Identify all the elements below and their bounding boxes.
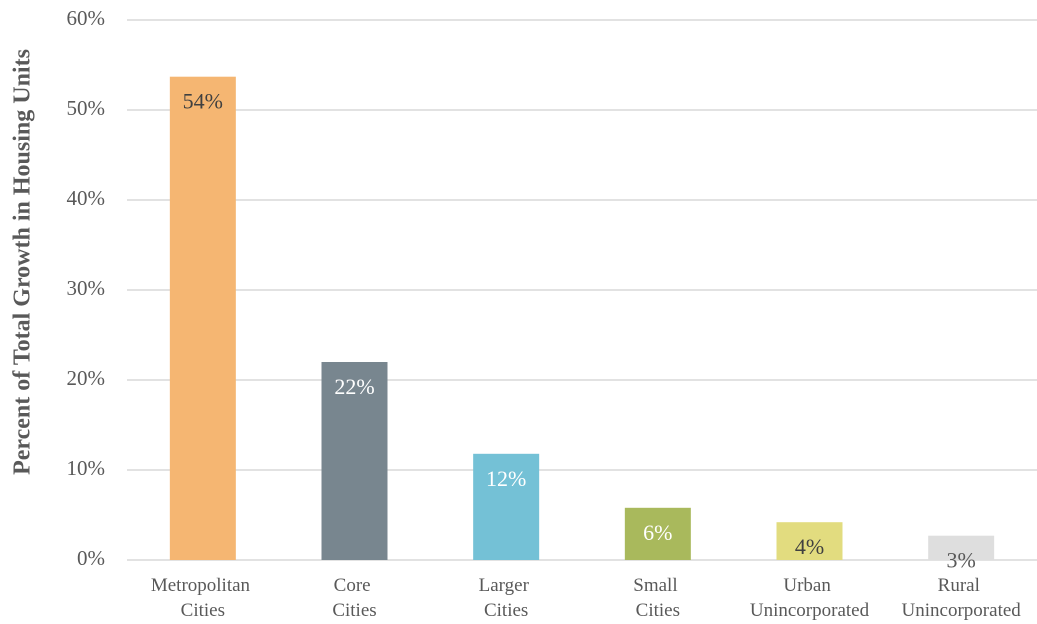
value-label: 54%: [183, 89, 223, 114]
value-label: 22%: [334, 374, 374, 399]
x-tick-label: Small Cities: [633, 575, 682, 621]
y-tick-label: 50%: [67, 96, 106, 120]
bar: [624, 507, 691, 560]
value-label: 12%: [486, 466, 526, 491]
bar: [776, 522, 843, 560]
bar: [473, 453, 540, 560]
bar: [169, 76, 236, 560]
bar: [928, 535, 995, 560]
x-tick-label: Metropolitan Cities: [151, 575, 255, 621]
y-tick-label: 0%: [77, 546, 105, 570]
value-label: 4%: [795, 534, 824, 559]
y-tick-label: 20%: [67, 366, 106, 390]
value-label: 3%: [947, 548, 976, 573]
x-tick-label: Urban Unincorporated: [750, 575, 870, 621]
value-label: 6%: [643, 520, 672, 545]
y-tick-label: 40%: [67, 186, 106, 210]
x-tick-label: Rural Unincorporated: [902, 575, 1022, 621]
y-axis-label: Percent of Total Growth in Housing Units: [10, 49, 36, 475]
x-tick-label: Larger Cities: [479, 575, 534, 621]
y-tick-label: 30%: [67, 276, 106, 300]
y-tick-label: 60%: [67, 6, 106, 30]
y-tick-label: 10%: [67, 456, 106, 480]
x-tick-label: Core Cities: [332, 575, 376, 621]
bar: [321, 362, 388, 560]
